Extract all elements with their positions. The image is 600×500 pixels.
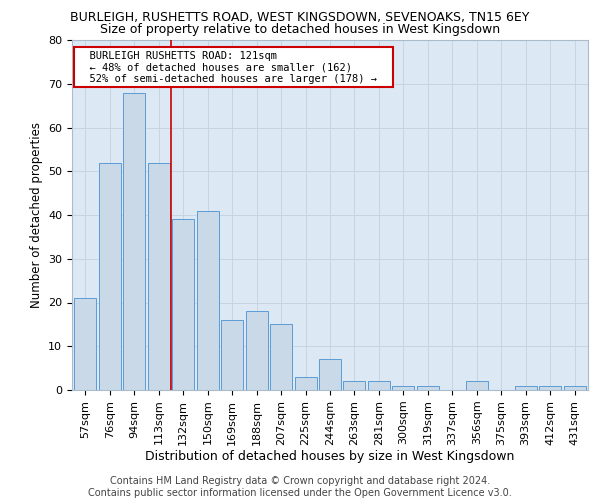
Bar xyxy=(295,377,317,390)
Text: BURLEIGH, RUSHETTS ROAD, WEST KINGSDOWN, SEVENOAKS, TN15 6EY: BURLEIGH, RUSHETTS ROAD, WEST KINGSDOWN,… xyxy=(70,11,530,24)
Text: Contains HM Land Registry data © Crown copyright and database right 2024.
Contai: Contains HM Land Registry data © Crown c… xyxy=(88,476,512,498)
Bar xyxy=(270,324,292,390)
Bar xyxy=(148,162,170,390)
Bar xyxy=(99,162,121,390)
Bar xyxy=(515,386,536,390)
Bar xyxy=(368,381,390,390)
Bar xyxy=(392,386,415,390)
Bar xyxy=(245,311,268,390)
Bar xyxy=(539,386,561,390)
Bar xyxy=(417,386,439,390)
Y-axis label: Number of detached properties: Number of detached properties xyxy=(29,122,43,308)
Bar xyxy=(563,386,586,390)
Bar xyxy=(221,320,243,390)
Bar xyxy=(319,360,341,390)
X-axis label: Distribution of detached houses by size in West Kingsdown: Distribution of detached houses by size … xyxy=(145,450,515,464)
Bar xyxy=(343,381,365,390)
Text: Size of property relative to detached houses in West Kingsdown: Size of property relative to detached ho… xyxy=(100,22,500,36)
Bar xyxy=(172,220,194,390)
Bar xyxy=(124,92,145,390)
Text: BURLEIGH RUSHETTS ROAD: 121sqm  
  ← 48% of detached houses are smaller (162)  
: BURLEIGH RUSHETTS ROAD: 121sqm ← 48% of … xyxy=(77,50,389,84)
Bar xyxy=(74,298,97,390)
Bar xyxy=(197,210,219,390)
Bar xyxy=(466,381,488,390)
